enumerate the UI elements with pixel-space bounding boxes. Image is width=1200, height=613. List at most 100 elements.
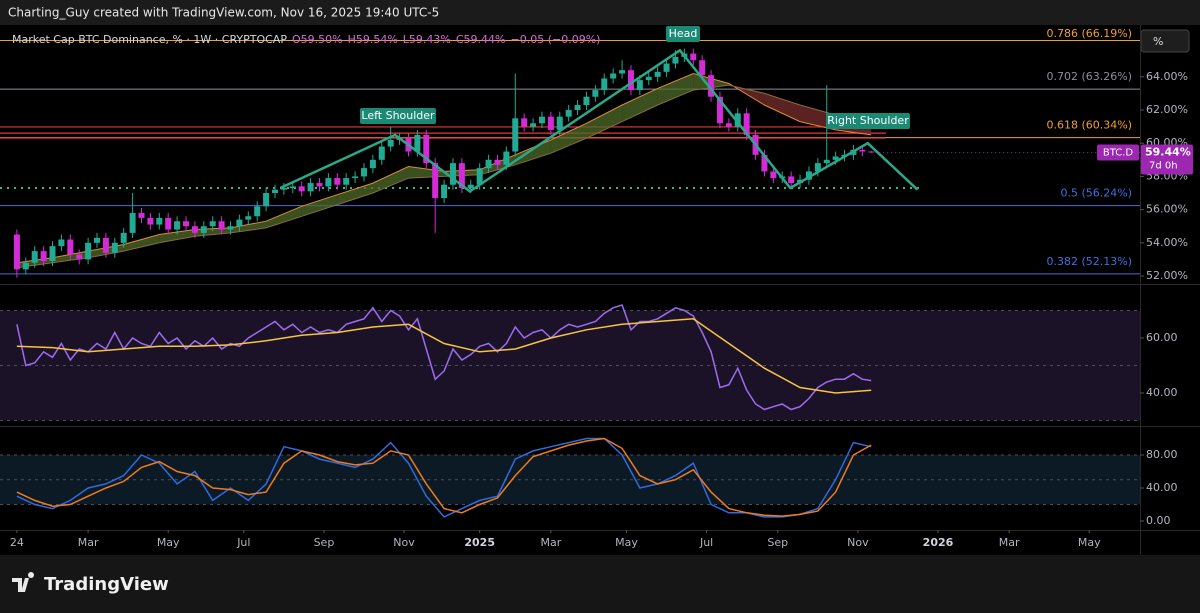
footer-bar	[0, 555, 1200, 613]
candle-body	[521, 118, 528, 127]
candle-body	[245, 216, 252, 220]
candle-body	[298, 186, 305, 192]
y-tick-label: 40.00	[1146, 386, 1178, 399]
y-tick-label: 64.00%	[1146, 70, 1188, 83]
candle-body	[734, 113, 741, 127]
x-tick-label: Jul	[236, 536, 250, 549]
ribbon-fill	[301, 194, 338, 217]
candle-body	[13, 234, 20, 270]
candle-body	[129, 212, 136, 233]
scale-button[interactable]	[1140, 29, 1190, 53]
candle-body	[94, 237, 101, 243]
candle-body	[441, 184, 448, 199]
legend-value: −0.05 (−0.09%)	[511, 33, 601, 46]
candle-body	[770, 171, 777, 179]
legend-title: Market Cap BTC Dominance, % · 1W · CRYPT…	[12, 33, 287, 46]
candle-body	[147, 217, 154, 225]
logo-mark	[12, 572, 35, 592]
candle-body	[271, 189, 278, 194]
header-bar	[0, 0, 1200, 25]
ribbon-fill	[657, 73, 694, 105]
candle-body	[289, 186, 296, 189]
ribbon-fill	[622, 88, 658, 122]
legend-value: L59.43%	[403, 33, 451, 46]
candle-body	[627, 70, 634, 91]
candle-body	[58, 239, 65, 247]
legend-value: O59.50%	[292, 33, 343, 46]
candle-body	[494, 159, 501, 165]
candle-body	[120, 232, 127, 243]
fib-label: 0.618 (60.34%)	[1046, 119, 1132, 132]
x-tick-label: 2026	[923, 536, 954, 549]
candle-body	[610, 73, 617, 79]
candle-body	[156, 217, 163, 225]
candle-body	[538, 116, 545, 124]
x-tick-label: May	[157, 536, 180, 549]
candle-body	[102, 237, 109, 253]
candle-body	[743, 113, 750, 135]
y-tick-label: 54.00%	[1146, 236, 1188, 249]
candle-body	[334, 178, 341, 185]
candle-body	[458, 163, 465, 189]
candle-body	[645, 76, 652, 81]
logo: TradingView	[12, 572, 169, 595]
candle-body	[636, 80, 643, 91]
candle-body	[859, 149, 866, 152]
candle-body	[182, 221, 189, 227]
price-tag-countdown: 7d 0h	[1149, 161, 1178, 172]
candle-body	[556, 116, 563, 130]
candle-body	[209, 221, 216, 227]
x-tick-label: Nov	[393, 536, 415, 549]
candle-body	[503, 151, 510, 165]
series-line	[16, 437, 872, 517]
series-line	[16, 437, 872, 518]
scale-button-label[interactable]: %	[1153, 35, 1163, 48]
candle-body	[583, 96, 590, 106]
candle-body	[218, 221, 225, 230]
legend-value: C59.44%	[456, 33, 506, 46]
candle-body	[485, 159, 492, 169]
candle-body	[40, 251, 47, 262]
candle-body	[200, 226, 207, 233]
plot-area: 52.00%54.00%56.00%58.00%60.00%62.00%64.0…	[0, 25, 1200, 555]
candle-body	[31, 251, 38, 263]
candle-body	[565, 110, 572, 117]
ribbon-fill	[123, 234, 160, 252]
x-tick-label: May	[615, 536, 638, 549]
fib-label: 0.786 (66.19%)	[1046, 27, 1132, 40]
candle-body	[814, 163, 821, 172]
pattern-line	[279, 48, 919, 193]
candle-body	[138, 212, 145, 218]
candle-body	[352, 176, 359, 179]
candle-body	[592, 90, 599, 97]
y-tick-label: 56.00%	[1146, 203, 1188, 216]
ribbon-fill	[337, 183, 373, 205]
candle-body	[574, 105, 581, 111]
x-tick-label: Nov	[847, 536, 869, 549]
x-tick-label: 24	[10, 536, 24, 549]
ribbon-fill	[159, 229, 195, 243]
candle-body	[432, 163, 439, 199]
candle-body	[619, 70, 626, 74]
y-tick-label: 40.00	[1146, 481, 1178, 494]
x-tick-label: Sep	[314, 536, 335, 549]
candle-body	[343, 178, 350, 185]
candle-body	[512, 118, 519, 152]
x-tick-label: Sep	[767, 536, 788, 549]
candle-body	[307, 183, 314, 192]
candle-body	[111, 242, 118, 253]
candle-body	[263, 193, 270, 207]
fib-label: 0.5 (56.24%)	[1060, 187, 1132, 200]
x-tick-label: Mar	[999, 536, 1020, 549]
candle-body	[254, 206, 261, 217]
price-tag-symbol: BTC.D	[1103, 148, 1134, 159]
candle-body	[67, 239, 74, 255]
candle-body	[708, 75, 715, 97]
candle-body	[476, 168, 483, 185]
candle-body	[467, 184, 474, 189]
ribbon-fill	[266, 206, 302, 228]
fib-label: 0.382 (52.13%)	[1046, 255, 1132, 268]
annotation-box	[826, 113, 910, 129]
candle-body	[280, 188, 287, 190]
